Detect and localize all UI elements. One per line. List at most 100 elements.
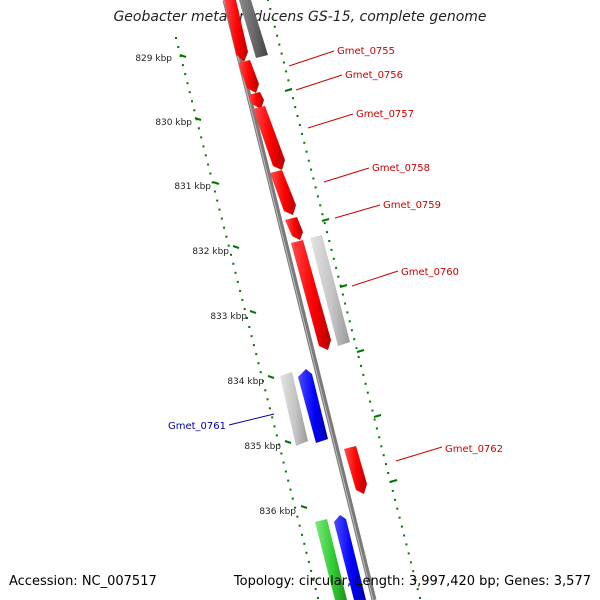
label-gmet-0759[interactable]: Gmet_0759 [383,200,441,211]
tick-dot [416,588,419,591]
tick-dot [268,407,271,410]
accession-text: Accession: NC_007517 [9,574,157,589]
tick-dot [369,400,372,403]
tick-dot [200,136,203,139]
tick-dot [303,141,306,144]
genome-backbone [222,0,377,600]
tick-dot [353,338,356,341]
tick-dot [350,329,353,332]
tick-dot [271,16,274,19]
tick-track-inner [175,37,319,599]
tick-dot [243,308,246,310]
tick-dot [330,248,333,251]
tick-dot [204,154,207,157]
label-gmet-0757[interactable]: Gmet_0757 [356,109,414,120]
tick-dot [371,409,374,412]
label-gmet-0760[interactable]: Gmet_0760 [401,267,459,278]
tick-dot [294,106,297,109]
tick-dot [344,302,347,305]
tick-dot [282,461,285,464]
tick-dot [216,199,219,202]
tick-dot [373,418,376,421]
tick-dot [332,257,335,260]
label-gmet-0756[interactable]: Gmet_0756 [345,70,403,81]
tick-dot [269,7,272,10]
tick-dot [275,434,278,437]
tick-dot [385,463,387,466]
tick-dot [181,64,184,67]
tick-dot [364,382,367,385]
gene-gmet-0762[interactable] [344,446,367,494]
gene-gmet-0756[interactable] [238,60,259,93]
tick-dot [298,524,301,527]
gene-gmet-0757b[interactable] [253,106,285,170]
tick-dot [292,97,294,100]
tick-dot [314,186,317,189]
gene-gmet-0755[interactable] [224,0,248,62]
kbp-label-831: 831 kbp [174,182,211,192]
tick-dot [303,542,306,545]
kbp-label-833: 833 kbp [210,312,247,322]
tick-dot [186,82,189,85]
kbp-tick-832 [232,245,240,249]
tick-dot [414,579,417,582]
tick-dot [310,569,313,572]
tick-dot [400,525,403,528]
gene-neighbor-grey[interactable] [239,0,268,58]
label-gmet-0762[interactable]: Gmet_0762 [445,444,503,455]
tick-dot [202,145,205,148]
tick-dot [259,371,262,374]
kbp-tick-830 [194,117,202,121]
gene-rna-836[interactable] [315,519,347,600]
gene-gmet-0758[interactable] [270,170,296,215]
tick-dot [323,222,326,225]
tick-dot [314,588,317,590]
tick-dot [218,208,221,211]
label-gmet-0758[interactable]: Gmet_0758 [372,163,430,174]
tick-dot [307,560,310,563]
tick-dot [296,515,299,518]
tick-dot [337,275,340,278]
tick-dot [348,320,351,323]
kbp-label-834: 834 kbp [227,377,264,387]
tick-dot [227,244,230,247]
tick-track-outer [267,0,421,599]
tick-dot [294,506,297,509]
tick-dot [184,73,187,76]
label-gmet-0755[interactable]: Gmet_0755 [337,46,395,57]
tick-dot [284,470,287,473]
tick-dot [307,159,310,162]
gene-gmet-0761[interactable] [298,369,328,443]
gene-blue-836[interactable] [334,515,366,600]
gene-labels: Gmet_0755 Gmet_0756 Gmet_0757 Gmet_0758 … [168,46,503,462]
tick-dot [285,70,288,73]
gene-gmet-0757[interactable] [248,92,264,109]
tick-dot [287,479,290,482]
tick-dot [312,578,315,581]
tick-dot [312,177,315,180]
tick-dot [317,597,319,599]
tick-dot [278,443,281,446]
tick-dot [316,195,319,198]
kbp-label-836: 836 kbp [259,507,296,517]
tick-dot [234,271,237,274]
kbp-label-830: 830 kbp [155,118,192,128]
gene-gmet-0761-pseudo[interactable] [280,372,308,446]
tick-dot [197,127,200,130]
kbp-label-829: 829 kbp [135,54,172,64]
tick-dot [291,497,294,500]
tick-dot [396,507,399,510]
tick-dot [310,168,313,171]
label-gmet-0761[interactable]: Gmet_0761 [168,421,226,432]
tick-dot [267,0,269,1]
tick-dot [220,217,223,220]
genome-stats-text: Topology: circular; Length: 3,997,420 bp… [233,574,591,589]
kbp-axis: 829 kbp 830 kbp 831 kbp 832 kbp 833 kbp … [135,54,308,517]
tick-dot [319,204,322,207]
tick-dot [398,516,401,519]
gene-gmet-0760[interactable] [291,240,331,350]
gene-gmet-0759[interactable] [285,217,303,240]
gene-gmet-0760-pseudo[interactable] [310,235,350,346]
tick-dot [188,91,191,94]
